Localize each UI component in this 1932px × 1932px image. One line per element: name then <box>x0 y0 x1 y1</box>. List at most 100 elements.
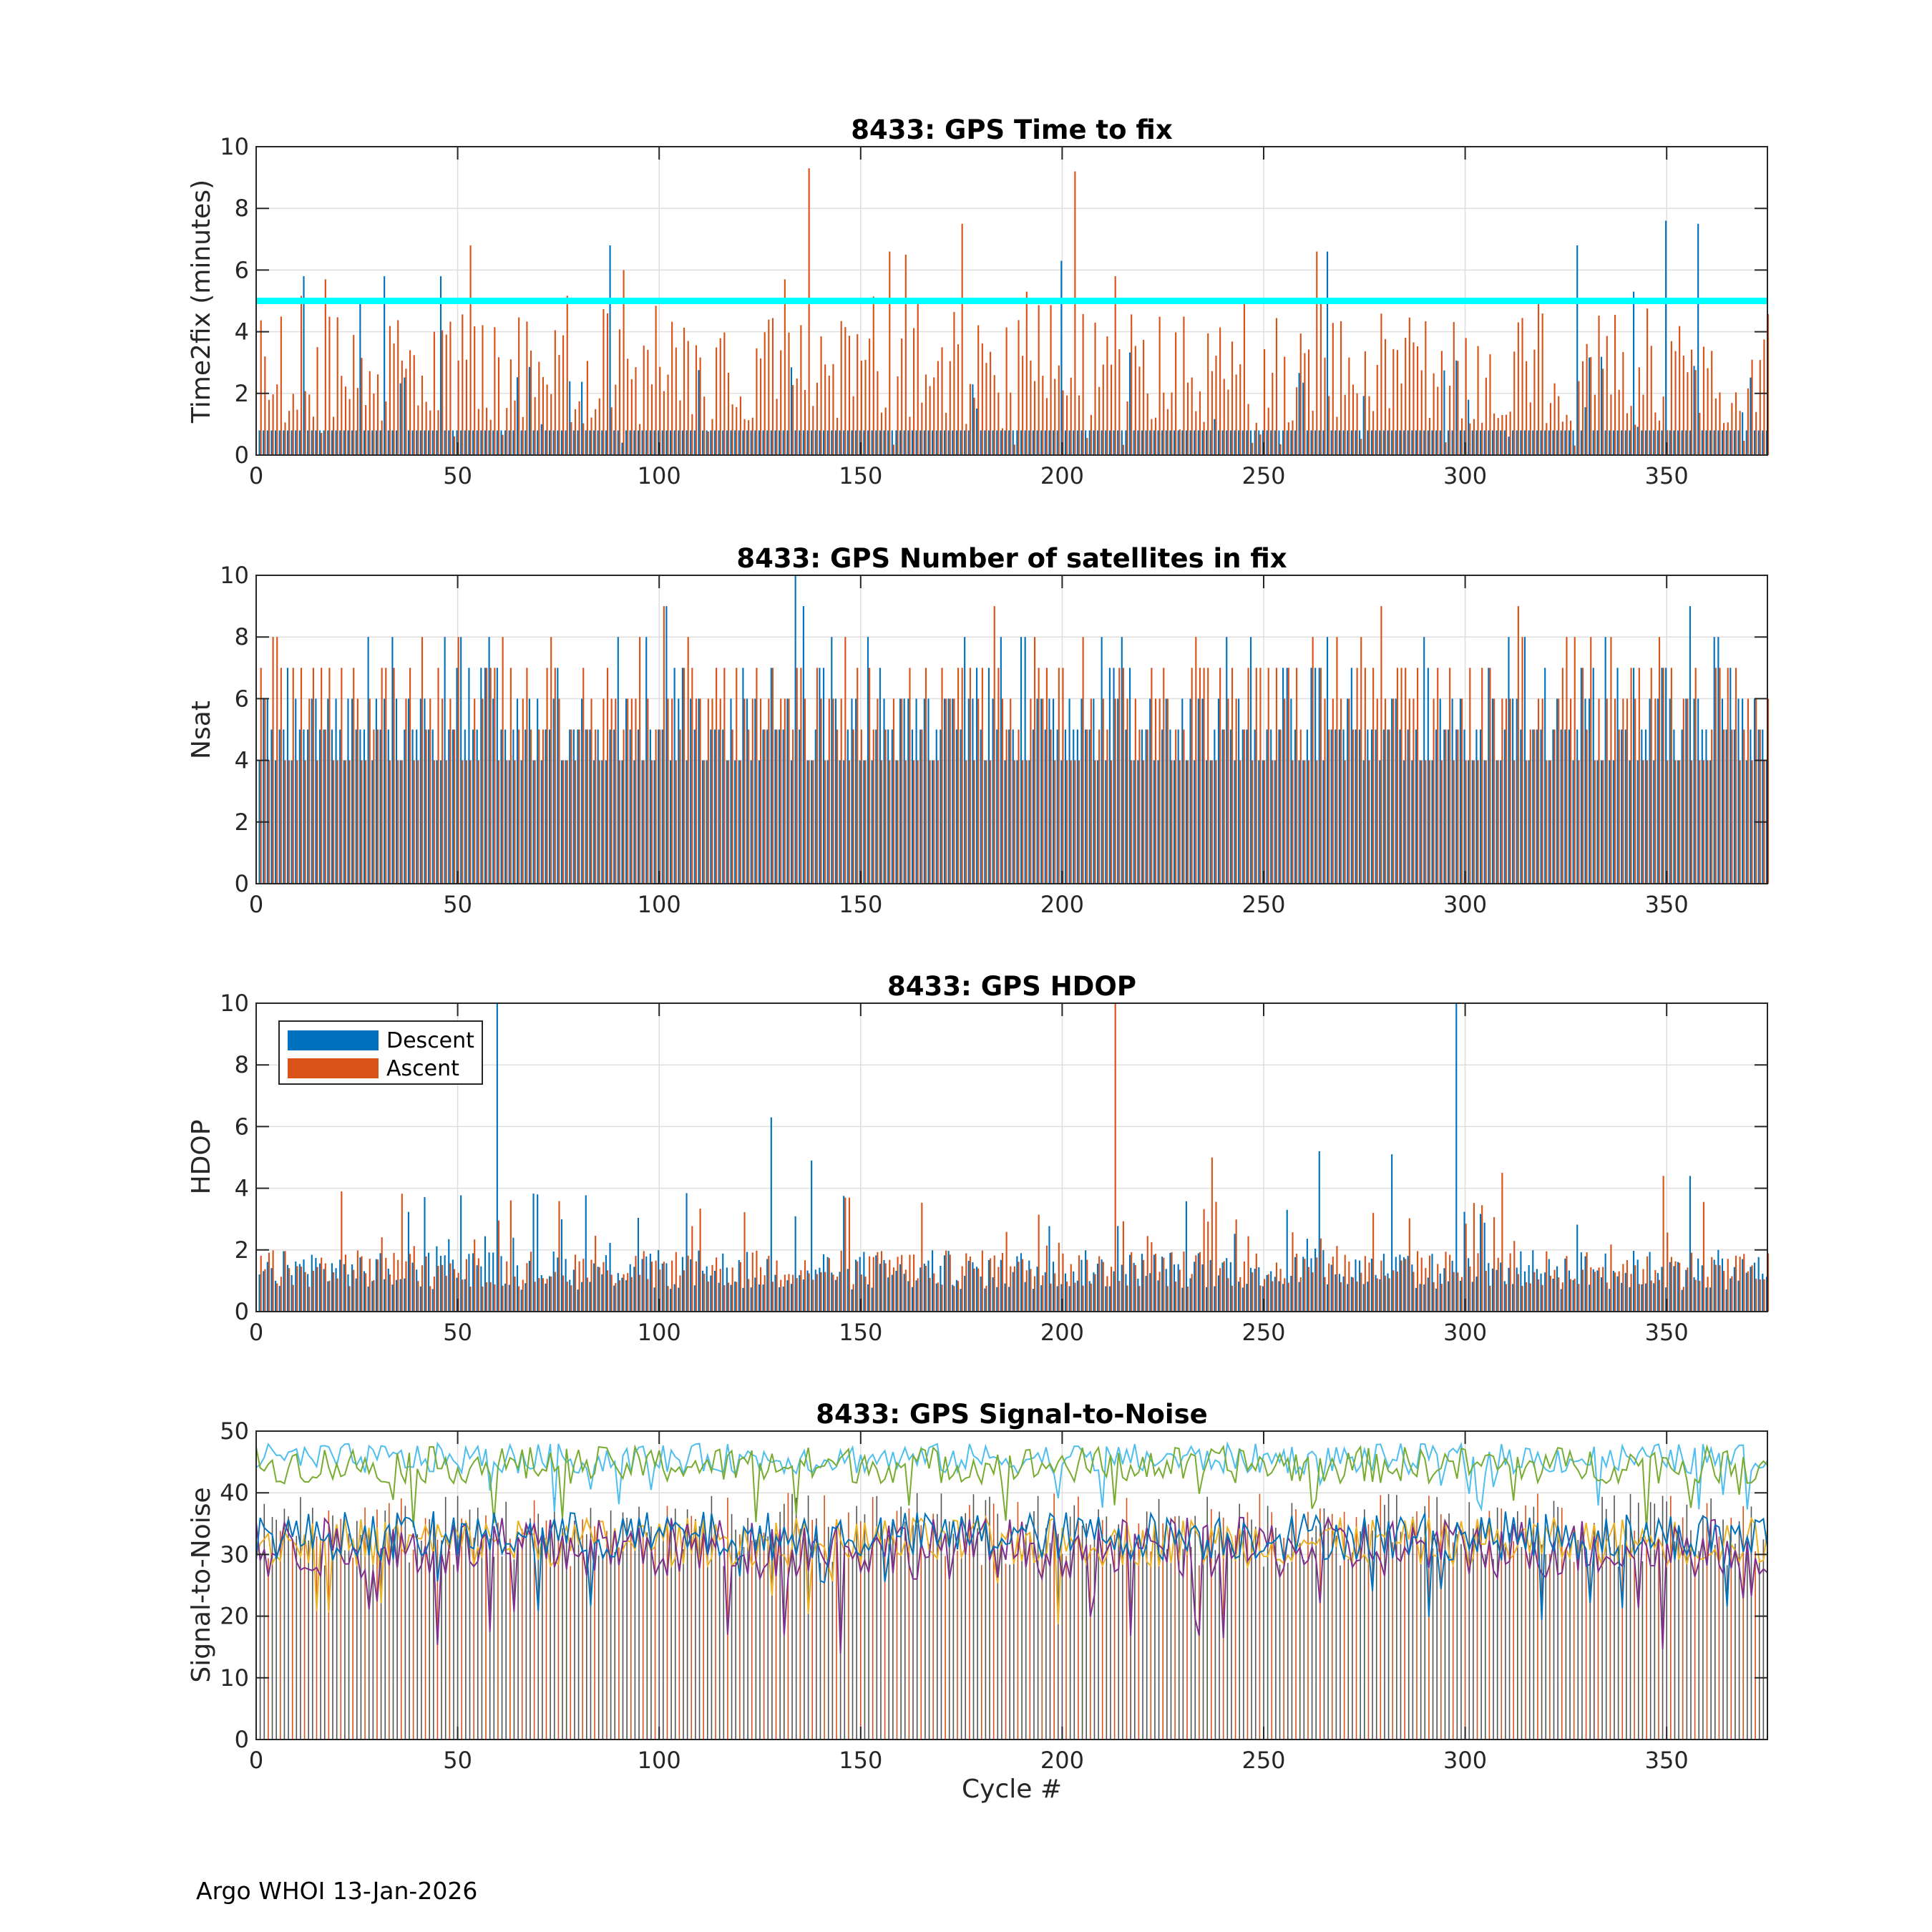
descent-bar <box>1056 430 1058 455</box>
ascent-bar <box>1553 729 1556 884</box>
descent-bar <box>278 430 280 455</box>
descent-bar <box>819 430 821 455</box>
ascent-bar <box>595 1235 597 1312</box>
snr-bar <box>1573 1561 1575 1740</box>
ascent-bar <box>441 330 444 455</box>
ascent-bar <box>691 668 693 884</box>
snr-bar <box>795 1498 797 1740</box>
descent-bar <box>645 430 648 455</box>
ascent-bar <box>1581 361 1584 455</box>
ascent-bar <box>635 367 637 455</box>
snr-bar <box>626 1518 628 1740</box>
descent-bar <box>690 430 692 455</box>
ascent-bar <box>917 303 919 455</box>
ascent-bar <box>828 375 830 455</box>
ascent-bar <box>647 349 649 455</box>
descent-bar <box>1262 760 1264 884</box>
descent-bar <box>367 1287 369 1312</box>
axes-box <box>255 1430 1768 1740</box>
descent-bar <box>1342 1276 1345 1312</box>
ascent-bar <box>812 760 814 884</box>
ascent-bar <box>324 1263 326 1312</box>
descent-bar <box>1173 760 1176 884</box>
ascent-bar <box>1489 354 1491 455</box>
snr-bar <box>743 1546 745 1740</box>
ascent-bar <box>1513 760 1516 884</box>
descent-bar <box>1096 1263 1099 1312</box>
ascent-bar <box>1054 1273 1056 1312</box>
snr-bar <box>695 1519 696 1740</box>
descent-bar <box>843 1196 845 1312</box>
descent-bar <box>964 637 966 884</box>
snr-bar <box>332 1515 333 1740</box>
ascent-bar <box>1445 729 1447 884</box>
descent-bar <box>779 1287 781 1312</box>
descent-bar <box>492 698 494 884</box>
descent-bar <box>1681 430 1683 455</box>
ascent-bar <box>449 321 452 455</box>
ascent-bar <box>1090 414 1092 455</box>
ascent-bar <box>1319 668 1322 884</box>
descent-bar <box>339 1259 341 1312</box>
ascent-bar <box>969 1256 972 1312</box>
ascent-bar <box>824 1272 826 1312</box>
ascent-bar <box>639 1274 641 1312</box>
descent-bar <box>826 760 829 884</box>
ascent-bar <box>610 1274 613 1312</box>
snr-bar <box>1283 1538 1284 1740</box>
ascent-bar <box>272 637 274 884</box>
snr-bar <box>1291 1503 1293 1740</box>
ascent-bar <box>937 760 939 884</box>
descent-bar <box>1347 698 1349 884</box>
ascent-bar <box>1199 668 1201 884</box>
descent-bar <box>1129 1254 1131 1312</box>
descent-bar <box>311 430 313 455</box>
ascent-bar <box>784 279 786 455</box>
descent-bar <box>1241 1287 1244 1312</box>
descent-bar <box>1020 1253 1023 1312</box>
ascent-bar <box>639 424 641 455</box>
ascent-bar <box>985 1285 987 1312</box>
ascent-bar <box>1469 1266 1471 1312</box>
descent-bar <box>552 430 555 455</box>
descent-bar <box>1044 1272 1046 1312</box>
ascent-bar <box>1420 370 1423 455</box>
descent-bar <box>1338 1274 1341 1312</box>
descent-bar <box>758 430 760 455</box>
ascent-bar <box>663 391 665 455</box>
ascent-bar <box>933 1273 935 1312</box>
snr-bar <box>658 1528 660 1740</box>
snr-bar <box>400 1498 402 1740</box>
ascent-bar <box>316 1267 318 1312</box>
descent-bar <box>1073 1271 1075 1312</box>
ascent-bar <box>1380 1260 1382 1312</box>
snr-bar <box>344 1550 346 1740</box>
descent-bar <box>569 729 571 884</box>
descent-bar <box>1088 1281 1091 1312</box>
ascent-bar <box>1319 1238 1322 1312</box>
descent-bar <box>859 760 861 884</box>
x-tick-label: 0 <box>249 1319 263 1346</box>
descent-bar <box>1661 430 1663 455</box>
descent-bar <box>693 430 696 455</box>
snr-bar <box>666 1506 668 1740</box>
snr-bar <box>816 1518 817 1740</box>
descent-bar <box>1161 1257 1163 1312</box>
ascent-bar <box>1767 1253 1770 1312</box>
descent-bar <box>911 1287 914 1312</box>
ascent-bar <box>1594 394 1596 455</box>
descent-bar <box>1560 729 1562 884</box>
x-tick-label: 250 <box>1241 462 1285 489</box>
ascent-bar <box>578 401 580 455</box>
ascent-bar <box>1158 1272 1161 1312</box>
descent-bar <box>1342 729 1345 884</box>
ascent-bar <box>272 1250 274 1312</box>
ascent-bar <box>1759 1279 1761 1312</box>
ascent-bar <box>1151 419 1153 455</box>
ascent-bar <box>1440 760 1443 884</box>
descent-bar <box>557 1257 559 1312</box>
descent-bar <box>1306 430 1308 455</box>
descent-bar <box>1584 1256 1586 1312</box>
descent-bar <box>528 698 530 884</box>
ascent-bar <box>1420 760 1423 884</box>
